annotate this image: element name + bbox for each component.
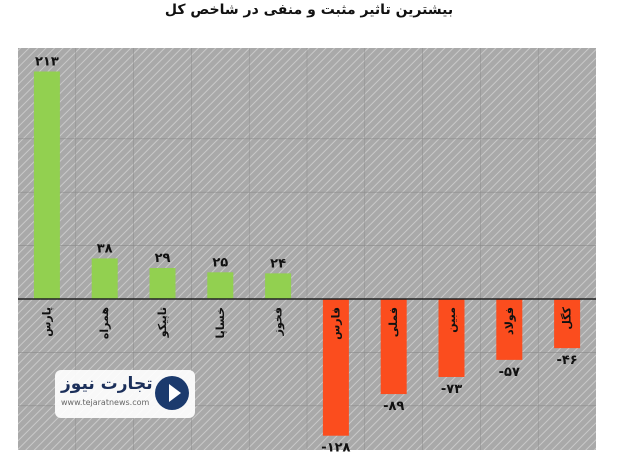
bar	[554, 299, 581, 349]
bar	[438, 299, 465, 377]
bar	[380, 299, 407, 395]
value-label: -۷۳	[441, 382, 462, 397]
category-label: همراه	[98, 307, 111, 339]
value-label: -۱۲۸	[321, 441, 350, 456]
value-label: ۲۹	[155, 251, 171, 266]
category-label: مبین	[445, 307, 458, 333]
value-label: ۲۵	[212, 255, 228, 270]
category-label: پارس	[40, 307, 53, 337]
chart-title: بیشترین تاثیر مثبت و منفی در شاخص کل	[164, 2, 454, 18]
bar	[207, 272, 234, 299]
value-label: -۵۷	[499, 365, 520, 380]
category-label: خساپا	[214, 307, 227, 339]
bar	[33, 71, 60, 300]
value-label: ۲۴	[270, 256, 286, 271]
bars	[33, 71, 581, 436]
category-label: فملی	[387, 307, 400, 337]
value-label: -۴۶	[556, 353, 577, 368]
category-label: کگل	[561, 306, 574, 329]
category-label: فخوز	[272, 307, 285, 336]
play-arrow-icon	[155, 376, 189, 410]
labels: پارس ۲۱۳ همراه ۳۸ تاپیکو ۲۹ خساپا ۲۵ فخوز ۲۴ فارس -…	[35, 54, 578, 455]
bar	[91, 258, 118, 299]
value-label: ۳۸	[97, 241, 113, 256]
bar	[496, 299, 523, 360]
logo-url: www.tejaratnews.com	[61, 398, 150, 407]
category-label: فارس	[329, 307, 342, 340]
value-label: ۲۱۳	[35, 54, 59, 69]
bar	[322, 299, 349, 436]
logo-text: تجارت نیوز	[61, 374, 153, 394]
bar	[265, 273, 292, 299]
bar	[149, 268, 176, 299]
brand-logo: تجارت نیوز www.tejaratnews.com	[55, 370, 195, 418]
category-label: فولاد	[503, 307, 516, 335]
value-label: -۸۹	[383, 399, 404, 414]
category-label: تاپیکو	[156, 307, 169, 338]
